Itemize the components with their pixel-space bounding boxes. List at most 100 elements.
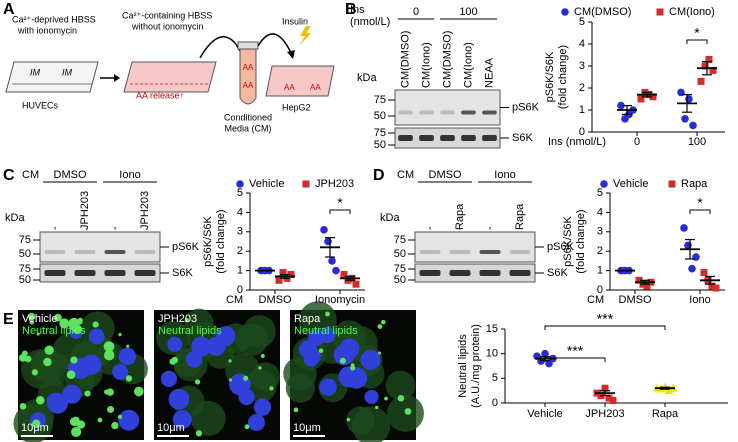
lipid-droplet bbox=[194, 379, 201, 385]
band bbox=[440, 135, 455, 141]
legend-label: JPH203 bbox=[315, 178, 354, 190]
x-tick-label: Vehicle bbox=[527, 408, 562, 420]
nucleus bbox=[308, 329, 325, 346]
nucleus bbox=[247, 413, 265, 432]
lipid-droplet bbox=[84, 390, 91, 397]
data-point bbox=[352, 280, 360, 288]
lipid-droplet bbox=[258, 366, 262, 370]
group-label: DMSO bbox=[54, 169, 87, 181]
group-label: 0 bbox=[413, 6, 419, 18]
lipid-droplet bbox=[29, 320, 35, 325]
significance-bracket bbox=[686, 39, 708, 44]
panel-label: A bbox=[3, 1, 15, 18]
nucleus bbox=[172, 410, 192, 430]
cell bbox=[285, 373, 315, 403]
well bbox=[5, 61, 99, 93]
lipid-droplet bbox=[318, 348, 324, 354]
label: AA bbox=[284, 83, 295, 92]
y-axis-label: pS6K/S6K bbox=[544, 51, 556, 102]
lipid-droplet bbox=[244, 424, 250, 430]
band bbox=[74, 250, 96, 254]
band bbox=[398, 135, 413, 141]
nucleus bbox=[118, 347, 137, 366]
marker-label: 75 bbox=[374, 94, 386, 106]
lipid-droplet bbox=[111, 421, 119, 430]
lipid-droplet bbox=[103, 349, 115, 361]
legend-label: Vehicle bbox=[249, 178, 284, 190]
arrow bbox=[199, 36, 241, 59]
marker-label: 50 bbox=[19, 248, 31, 260]
x-tick-label: Rapa bbox=[652, 408, 679, 420]
lane-label: NEAA bbox=[483, 57, 495, 88]
data-point bbox=[700, 269, 708, 277]
lipid-droplet bbox=[397, 395, 405, 402]
tube-cap bbox=[237, 41, 259, 50]
data-point bbox=[601, 384, 609, 392]
label: AA bbox=[243, 81, 254, 90]
data-point bbox=[643, 282, 651, 290]
nucleus bbox=[306, 349, 321, 365]
lipid-droplet bbox=[103, 341, 115, 352]
lipid-droplet bbox=[118, 332, 122, 337]
band bbox=[398, 110, 413, 115]
lipid-droplet bbox=[381, 319, 386, 325]
x-tick-label: DMSO bbox=[259, 294, 292, 306]
x-tick-label: DMSO bbox=[619, 294, 652, 306]
blot-title: CM bbox=[22, 169, 39, 181]
marker-label: 50 bbox=[374, 110, 386, 122]
lipid-droplet bbox=[24, 355, 32, 363]
caption: without ionomycin bbox=[131, 21, 204, 31]
y-tick-label: 3 bbox=[597, 226, 603, 238]
lipid-droplet bbox=[104, 389, 110, 395]
data-point bbox=[656, 8, 664, 16]
marker-label: 75 bbox=[19, 234, 31, 246]
band bbox=[74, 270, 96, 276]
y-tick-label: 3 bbox=[579, 60, 585, 72]
label: IM bbox=[62, 67, 73, 77]
tube bbox=[239, 47, 257, 105]
lane-label: - bbox=[109, 226, 121, 230]
band bbox=[419, 110, 434, 115]
band bbox=[134, 270, 156, 276]
x-tick-label: Ionomycin bbox=[315, 294, 365, 306]
x-tick-label: Iono bbox=[689, 294, 710, 306]
band bbox=[461, 110, 476, 115]
group-label: Iono bbox=[494, 169, 515, 181]
significance-label: * bbox=[694, 25, 700, 41]
lipid-droplet bbox=[97, 417, 103, 423]
x-axis-label: CM bbox=[587, 294, 604, 306]
significance-bracket bbox=[329, 209, 351, 214]
lane-label: - bbox=[424, 226, 436, 230]
band bbox=[449, 270, 471, 276]
lipid-droplet bbox=[28, 312, 36, 321]
marker-label: 50 bbox=[374, 139, 386, 151]
y-tick-label: 1 bbox=[579, 104, 585, 116]
lipid-droplet bbox=[136, 392, 141, 397]
legend-label: Rapa bbox=[681, 178, 708, 190]
data-point bbox=[287, 270, 295, 278]
band bbox=[509, 250, 531, 254]
band-label: pS6K bbox=[547, 241, 575, 253]
lane-label: CM(DMSO) bbox=[399, 31, 411, 88]
data-point bbox=[701, 62, 709, 70]
band bbox=[419, 250, 441, 254]
y-tick-label: 1 bbox=[237, 265, 243, 277]
marker-label: 75 bbox=[394, 263, 406, 275]
lipid-droplet bbox=[184, 318, 189, 323]
label: HUVECs bbox=[22, 100, 59, 110]
marker-label: 50 bbox=[394, 248, 406, 260]
scale-label: 10μm bbox=[157, 422, 185, 434]
data-point bbox=[689, 121, 697, 130]
band bbox=[449, 250, 471, 254]
panel-label: C bbox=[3, 167, 15, 184]
y-tick-label: 5 bbox=[579, 16, 585, 28]
nucleus bbox=[168, 388, 190, 410]
panel-label: E bbox=[3, 311, 14, 328]
lane-label: JPH203 bbox=[139, 191, 151, 230]
significance-label: * bbox=[337, 195, 343, 211]
nucleus bbox=[88, 328, 105, 345]
legend-label: Vehicle bbox=[613, 178, 648, 190]
band bbox=[104, 270, 126, 276]
lane-label: CM(DMSO) bbox=[441, 31, 453, 88]
nucleus bbox=[338, 366, 360, 388]
